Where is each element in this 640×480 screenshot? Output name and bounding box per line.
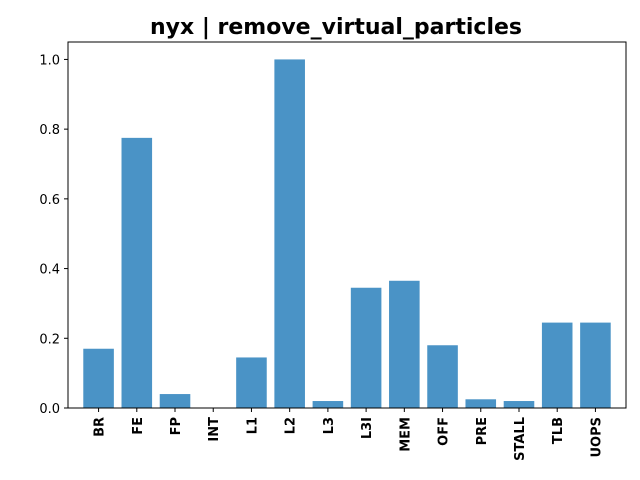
y-axis: 0.0 0.2 0.4 0.6 0.8 1.0: [39, 53, 68, 417]
y-tick-label: 0.4: [39, 263, 60, 278]
x-tick-label: OFF: [437, 417, 452, 446]
x-tick-label: L1: [245, 417, 260, 434]
chart-title: nyx | remove_virtual_particles: [150, 15, 522, 40]
x-tick-label: UOPS: [589, 417, 604, 458]
y-tick-label: 1.0: [39, 53, 60, 68]
x-tick-label: INT: [207, 417, 222, 442]
bar-mem: [389, 280, 420, 408]
x-tick-label: PRE: [475, 417, 490, 445]
bar-l2: [274, 59, 305, 409]
x-tick-label: FE: [131, 417, 146, 435]
x-tick-label: TLB: [551, 417, 566, 444]
y-tick-label: 0.2: [39, 332, 60, 347]
bar-uops: [580, 322, 611, 408]
plot-frame: [67, 41, 627, 409]
x-tick-label: STALL: [513, 417, 528, 461]
bar-l1: [236, 357, 267, 408]
bar-pre: [465, 399, 497, 408]
x-tick-label: L3: [322, 417, 337, 434]
bar-fe: [121, 137, 153, 408]
y-tick-label: 0.8: [39, 123, 60, 138]
bars-group: [83, 59, 611, 409]
y-tick-label: 0.0: [39, 402, 60, 417]
y-tick-label: 0.6: [39, 193, 60, 208]
bar-stall: [503, 401, 535, 408]
x-tick-label: L3I: [360, 417, 375, 439]
x-tick-label: FP: [169, 417, 184, 435]
bar-off: [427, 345, 458, 408]
x-tick-label: MEM: [398, 417, 413, 452]
bar-br: [83, 348, 114, 408]
bar-fp: [159, 394, 191, 408]
x-tick-label: L2: [284, 417, 299, 434]
bar-tlb: [541, 322, 573, 408]
bar-l3: [312, 401, 344, 408]
x-tick-label: BR: [93, 417, 108, 437]
bar-l3i: [350, 287, 382, 408]
x-axis: BR FE FP INT L1 L2 L3 L3I MEM OFF PRE STALL TLB UOPS: [93, 408, 604, 461]
